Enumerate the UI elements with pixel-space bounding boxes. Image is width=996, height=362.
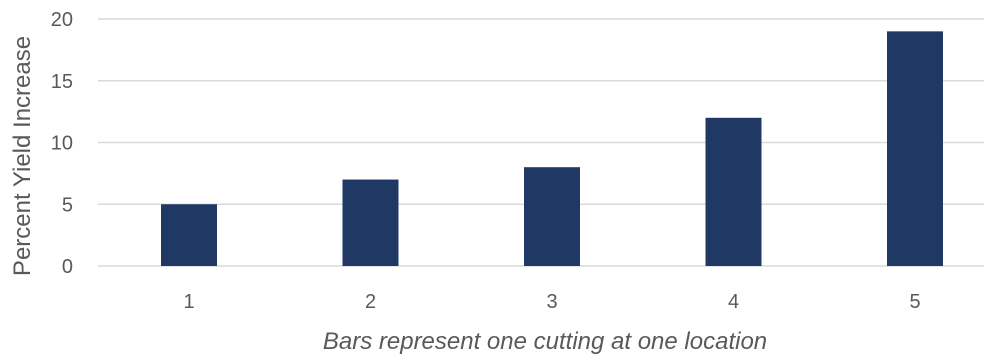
bar-5 <box>887 31 943 266</box>
bar-1 <box>161 204 217 266</box>
x-tick-label: 2 <box>365 291 376 313</box>
y-tick-label: 5 <box>62 194 73 216</box>
x-axis-tick-labels: 1 2 3 4 5 <box>183 291 920 313</box>
y-tick-label: 0 <box>62 256 73 278</box>
x-tick-label: 3 <box>546 291 557 313</box>
y-tick-label: 10 <box>51 133 73 155</box>
y-tick-label: 20 <box>51 9 73 31</box>
bar-4 <box>705 117 762 266</box>
y-tick-label: 15 <box>51 71 73 93</box>
x-tick-label: 4 <box>728 291 739 313</box>
bar-3 <box>524 167 580 266</box>
bars <box>161 31 943 266</box>
x-axis-title: Bars represent one cutting at one locati… <box>323 328 767 355</box>
y-axis-title: Percent Yield Increase <box>9 36 36 276</box>
y-axis-tick-labels: 0 5 10 15 20 <box>51 9 73 278</box>
gridlines <box>98 18 984 267</box>
x-tick-label: 1 <box>183 291 194 313</box>
bar-2 <box>342 179 399 266</box>
x-tick-label: 5 <box>909 291 920 313</box>
